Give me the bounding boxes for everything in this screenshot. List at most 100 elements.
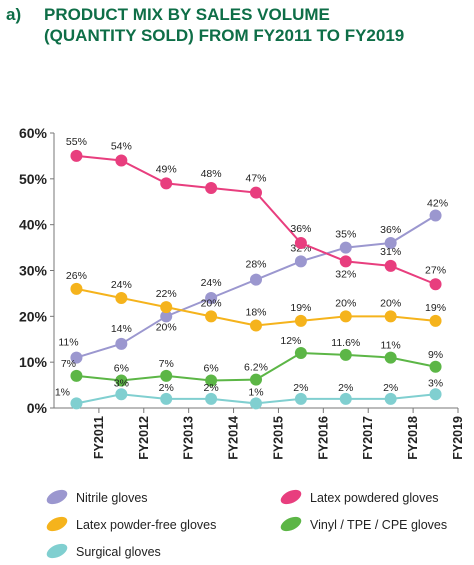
data-point — [339, 310, 352, 323]
data-label: 35% — [335, 229, 356, 241]
data-label: 26% — [66, 270, 87, 282]
x-tick-label: FY2018 — [406, 416, 420, 460]
data-point — [294, 255, 307, 268]
data-label: 20% — [201, 297, 222, 309]
y-tick-label: 10% — [19, 354, 48, 370]
data-point — [115, 337, 128, 350]
data-point — [115, 154, 128, 167]
data-point — [339, 255, 352, 268]
data-point — [160, 301, 173, 314]
legend-label: Nitrile gloves — [76, 491, 148, 505]
data-point — [339, 348, 352, 361]
x-tick-label: FY2013 — [182, 416, 196, 460]
data-point — [384, 259, 397, 272]
legend-label: Latex powdered gloves — [310, 491, 439, 505]
data-label: 7% — [159, 358, 174, 370]
data-point — [429, 278, 442, 291]
chart-title-line-1: PRODUCT MIX BY SALES VOLUME — [44, 5, 330, 24]
data-label: 27% — [425, 264, 446, 276]
data-label: 3% — [428, 377, 443, 389]
data-point — [250, 397, 262, 410]
x-tick-label: FY2017 — [361, 416, 375, 460]
data-point — [205, 292, 218, 304]
data-point — [160, 310, 173, 323]
data-point — [250, 319, 262, 332]
x-tick-label: FY2011 — [92, 416, 106, 459]
data-point — [70, 149, 83, 162]
data-point — [250, 186, 262, 199]
legend-swatch — [280, 489, 302, 505]
data-label: 32% — [335, 268, 356, 280]
data-label: 2% — [204, 382, 219, 394]
data-point — [160, 392, 173, 405]
legend-swatch — [280, 516, 302, 532]
data-label: 9% — [428, 349, 443, 361]
data-point — [294, 237, 307, 249]
legend-item: Vinyl / TPE / CPE gloves — [280, 516, 447, 532]
data-label: 6% — [114, 363, 129, 375]
legend-item: Latex powdered gloves — [280, 489, 439, 505]
data-label: 31% — [380, 246, 401, 258]
legend-swatch — [46, 516, 68, 532]
data-point — [205, 310, 218, 323]
data-point — [429, 209, 442, 222]
data-point — [429, 388, 442, 401]
data-label: 18% — [245, 307, 266, 319]
data-label: 55% — [66, 136, 87, 148]
data-label: 6% — [204, 363, 219, 375]
data-label: 20% — [335, 297, 356, 309]
data-point — [70, 282, 83, 295]
x-tick-label: FY2016 — [316, 416, 330, 460]
data-label: 36% — [380, 224, 401, 236]
data-point — [384, 310, 397, 323]
data-point — [115, 374, 128, 387]
data-label: 11.6% — [331, 337, 360, 349]
data-point — [294, 392, 307, 405]
y-tick-label: 60% — [19, 125, 48, 141]
data-point — [384, 351, 397, 364]
legend-item: Surgical gloves — [46, 543, 161, 559]
data-label: 20% — [156, 321, 177, 333]
data-point — [160, 177, 173, 190]
series-latex-powdered-gloves: 55% 54% 49% 48% 47% 36% 32% 31% 27% — [66, 136, 446, 291]
legend-label: Latex powder-free gloves — [76, 518, 216, 532]
data-point — [429, 360, 442, 373]
data-label: 1% — [248, 386, 263, 398]
data-label: 11% — [58, 337, 78, 349]
data-point — [384, 237, 397, 249]
legend-item: Nitrile gloves — [46, 489, 148, 505]
data-label: 2% — [383, 382, 398, 394]
legend-swatch — [46, 543, 68, 559]
data-point — [339, 392, 352, 405]
x-tick-label: FY2014 — [227, 416, 241, 460]
data-label: 7% — [61, 358, 76, 370]
data-label: 48% — [201, 168, 222, 180]
data-point — [115, 292, 128, 304]
series-layer: 11% 14% 20% 24% 28% 32% 35% 36% 42% 55% 54% 49% 48% 4… — [55, 136, 448, 410]
legend-swatch — [46, 489, 68, 505]
data-point — [339, 241, 352, 254]
data-label: 22% — [156, 288, 177, 300]
data-label: 6.2% — [244, 362, 268, 374]
x-tick-label: FY2012 — [137, 416, 151, 460]
data-label: 2% — [159, 382, 174, 394]
data-point — [250, 273, 262, 286]
y-tick-label: 50% — [19, 171, 48, 187]
data-point — [70, 397, 83, 410]
data-label: 24% — [201, 277, 222, 289]
data-point — [384, 392, 397, 405]
y-tick-label: 40% — [19, 217, 48, 233]
legend-item: Latex powder-free gloves — [46, 516, 216, 532]
data-label: 54% — [111, 141, 132, 153]
data-point — [205, 392, 218, 405]
y-tick-label: 20% — [19, 308, 48, 324]
series-nitrile-gloves: 11% 14% 20% 24% 28% 32% 35% 36% 42% — [58, 198, 448, 364]
series-latex-powder-free-gloves: 26% 24% 22% 20% 18% 19% 20% 20% 19% — [66, 270, 446, 332]
data-point — [294, 347, 307, 359]
chart-title-line-2: (QUANTITY SOLD) FROM FY2011 TO FY2019 — [44, 26, 404, 45]
data-label: 3% — [114, 377, 129, 389]
legend-label: Vinyl / TPE / CPE gloves — [310, 518, 447, 532]
data-label: 1% — [55, 386, 70, 398]
data-label: 47% — [245, 173, 266, 185]
